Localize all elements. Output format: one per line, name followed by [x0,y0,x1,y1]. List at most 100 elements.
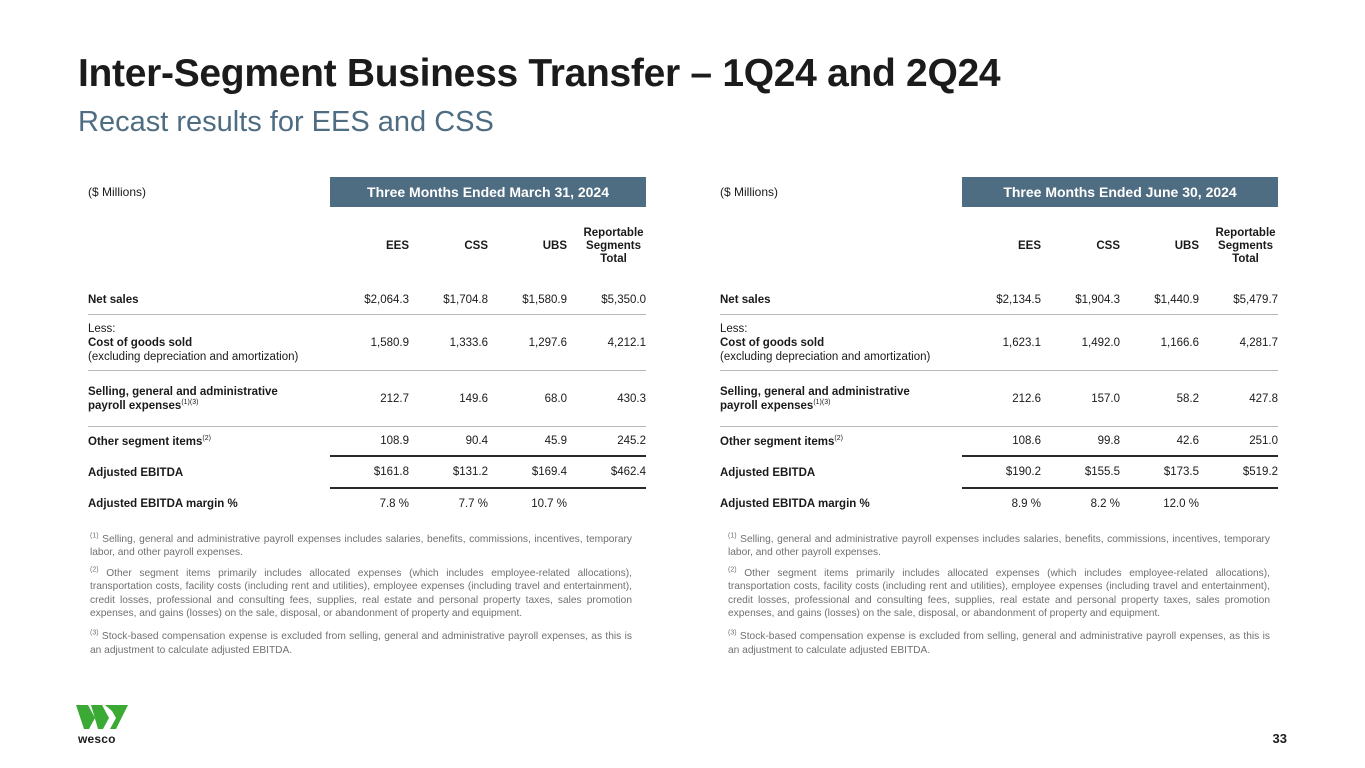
q2-net-sales-total: $5,479.7 [1199,285,1279,315]
q1-row-cogs: Less: Cost of goods sold (excluding depr… [88,315,647,371]
q1-other-label: Other segment items [88,436,203,448]
q2-col-css: CSS [1096,239,1120,252]
q2-segment-table: ($ Millions) Three Months Ended June 30,… [720,177,1279,519]
q1-margin-css: 7.7 % [458,498,488,510]
q1-row-sga: Selling, general and administrative payr… [88,371,647,427]
q2-col-total: Reportable Segments Total [1215,226,1276,265]
q2-cogs-total: 4,281.7 [1199,315,1279,371]
q2-net-sales-label: Net sales [720,293,771,306]
q1-cogs-label: Cost of goods sold [88,336,193,349]
q2-col-ees: EES [1017,239,1041,252]
q2-net-sales-ubs: $1,440.9 [1120,285,1199,315]
q1-col-ubs: UBS [542,239,567,252]
q1-period-header: Three Months Ended March 31, 2024 [330,177,647,207]
q1-net-sales-ees: $2,064.3 [330,285,409,315]
q1-ebitda-ees: $161.8 [330,457,409,489]
q1-col-css: CSS [464,239,488,252]
wesco-wordmark: wesco [78,732,116,746]
q1-row-margin: Adjusted EBITDA margin % 7.8 % 7.7 % 10.… [88,489,646,519]
q2-cogs-ubs: 1,166.6 [1120,315,1199,371]
q1-sga-footnote-ref: (1)(3) [181,398,199,406]
q1-margin-ubs: 10.7 % [531,498,567,510]
q1-other-ubs: 45.9 [488,427,567,457]
q1-cogs-ees: 1,580.9 [330,315,409,371]
q1-row-other: Other segment items(2) 108.9 90.4 45.9 2… [88,427,647,457]
q1-cogs-note: (excluding depreciation and amortization… [88,350,299,363]
q2-cogs-note: (excluding depreciation and amortization… [720,350,931,363]
q2-ebitda-total: $519.2 [1199,457,1279,489]
page-subtitle: Recast results for EES and CSS [78,106,494,138]
q1-ebitda-total: $462.4 [567,457,647,489]
footnote-3: (3) Stock-based compensation expense is … [728,630,1270,656]
q1-other-css: 90.4 [409,427,488,457]
wesco-w-logo-icon [76,705,128,729]
q2-margin-ees: 8.9 % [1011,498,1041,510]
q1-row-net-sales: Net sales $2,064.3 $1,704.8 $1,580.9 $5,… [88,285,647,315]
q2-row-sga: Selling, general and administrative payr… [720,371,1279,427]
q1-sga-label-1: Selling, general and administrative [88,385,278,398]
q2-cogs-css: 1,492.0 [1041,315,1120,371]
q1-net-sales-label: Net sales [88,293,139,306]
q1-other-footnote-ref: (2) [202,435,211,443]
q2-period-header: Three Months Ended June 30, 2024 [962,177,1279,207]
q2-other-label: Other segment items [720,436,835,448]
q1-net-sales-css: $1,704.8 [409,285,488,315]
q1-sga-css: 149.6 [409,371,488,427]
q2-row-cogs: Less: Cost of goods sold (excluding depr… [720,315,1279,371]
q2-margin-total [1199,489,1278,519]
q1-margin-label: Adjusted EBITDA margin % [88,498,238,510]
q2-sga-total: 427.8 [1199,371,1279,427]
q1-segment-table: ($ Millions) Three Months Ended March 31… [88,177,647,519]
q1-unit-label: ($ Millions) [88,185,147,199]
q2-margin-ubs: 12.0 % [1163,498,1199,510]
q2-sga-ubs: 58.2 [1120,371,1199,427]
q2-sga-css: 157.0 [1041,371,1120,427]
footnote-3: (3) Stock-based compensation expense is … [90,630,632,656]
q2-row-other: Other segment items(2) 108.6 99.8 42.6 2… [720,427,1279,457]
q1-margin-total [567,489,646,519]
page-number: 33 [1272,731,1287,746]
page-title: Inter-Segment Business Transfer – 1Q24 a… [78,52,1001,95]
q2-cogs-label: Cost of goods sold [720,336,825,349]
q1-ebitda-ubs: $169.4 [488,457,567,489]
q2-ebitda-label: Adjusted EBITDA [720,467,816,479]
q2-margin-css: 8.2 % [1090,498,1120,510]
q1-net-sales-total: $5,350.0 [567,285,647,315]
q2-other-ees: 108.6 [962,427,1041,457]
q1-row-ebitda: Adjusted EBITDA $161.8 $131.2 $169.4 $46… [88,457,647,489]
q2-less-label: Less: [720,322,748,335]
q2-other-footnote-ref: (2) [834,435,843,443]
q1-other-total: 245.2 [567,427,647,457]
q2-sga-footnote-ref: (1)(3) [813,398,831,406]
q1-margin-ees: 7.8 % [379,498,409,510]
footnote-2: (2) Other segment items primarily includ… [90,566,632,620]
q2-other-css: 99.8 [1041,427,1120,457]
q1-cogs-css: 1,333.6 [409,315,488,371]
q2-col-ubs: UBS [1174,239,1199,252]
q2-sga-label-1: Selling, general and administrative [720,385,910,398]
q2-ebitda-css: $155.5 [1041,457,1120,489]
q1-sga-ubs: 68.0 [488,371,567,427]
q2-net-sales-css: $1,904.3 [1041,285,1120,315]
q1-cogs-ubs: 1,297.6 [488,315,567,371]
q1-net-sales-ubs: $1,580.9 [488,285,567,315]
q1-col-ees: EES [385,239,409,252]
q2-sga-label-2: payroll expenses [720,399,814,412]
footnote-2: (2) Other segment items primarily includ… [728,566,1270,620]
q1-table-panel: ($ Millions) Three Months Ended March 31… [88,177,647,519]
q2-other-total: 251.0 [1199,427,1279,457]
q2-table-panel: ($ Millions) Three Months Ended June 30,… [720,177,1279,519]
q1-footnotes: (1) Selling, general and administrative … [90,533,632,664]
footnote-1: (1) Selling, general and administrative … [90,532,632,559]
q2-net-sales-ees: $2,134.5 [962,285,1041,315]
q2-row-ebitda: Adjusted EBITDA $190.2 $155.5 $173.5 $51… [720,457,1279,489]
q2-sga-ees: 212.6 [962,371,1041,427]
q1-ebitda-css: $131.2 [409,457,488,489]
q2-other-ubs: 42.6 [1120,427,1199,457]
q1-col-total: Reportable Segments Total [583,226,644,265]
q2-row-net-sales: Net sales $2,134.5 $1,904.3 $1,440.9 $5,… [720,285,1279,315]
q1-sga-total: 430.3 [567,371,647,427]
footnote-1: (1) Selling, general and administrative … [728,532,1270,559]
q2-footnotes: (1) Selling, general and administrative … [728,533,1270,664]
q1-sga-ees: 212.7 [330,371,409,427]
